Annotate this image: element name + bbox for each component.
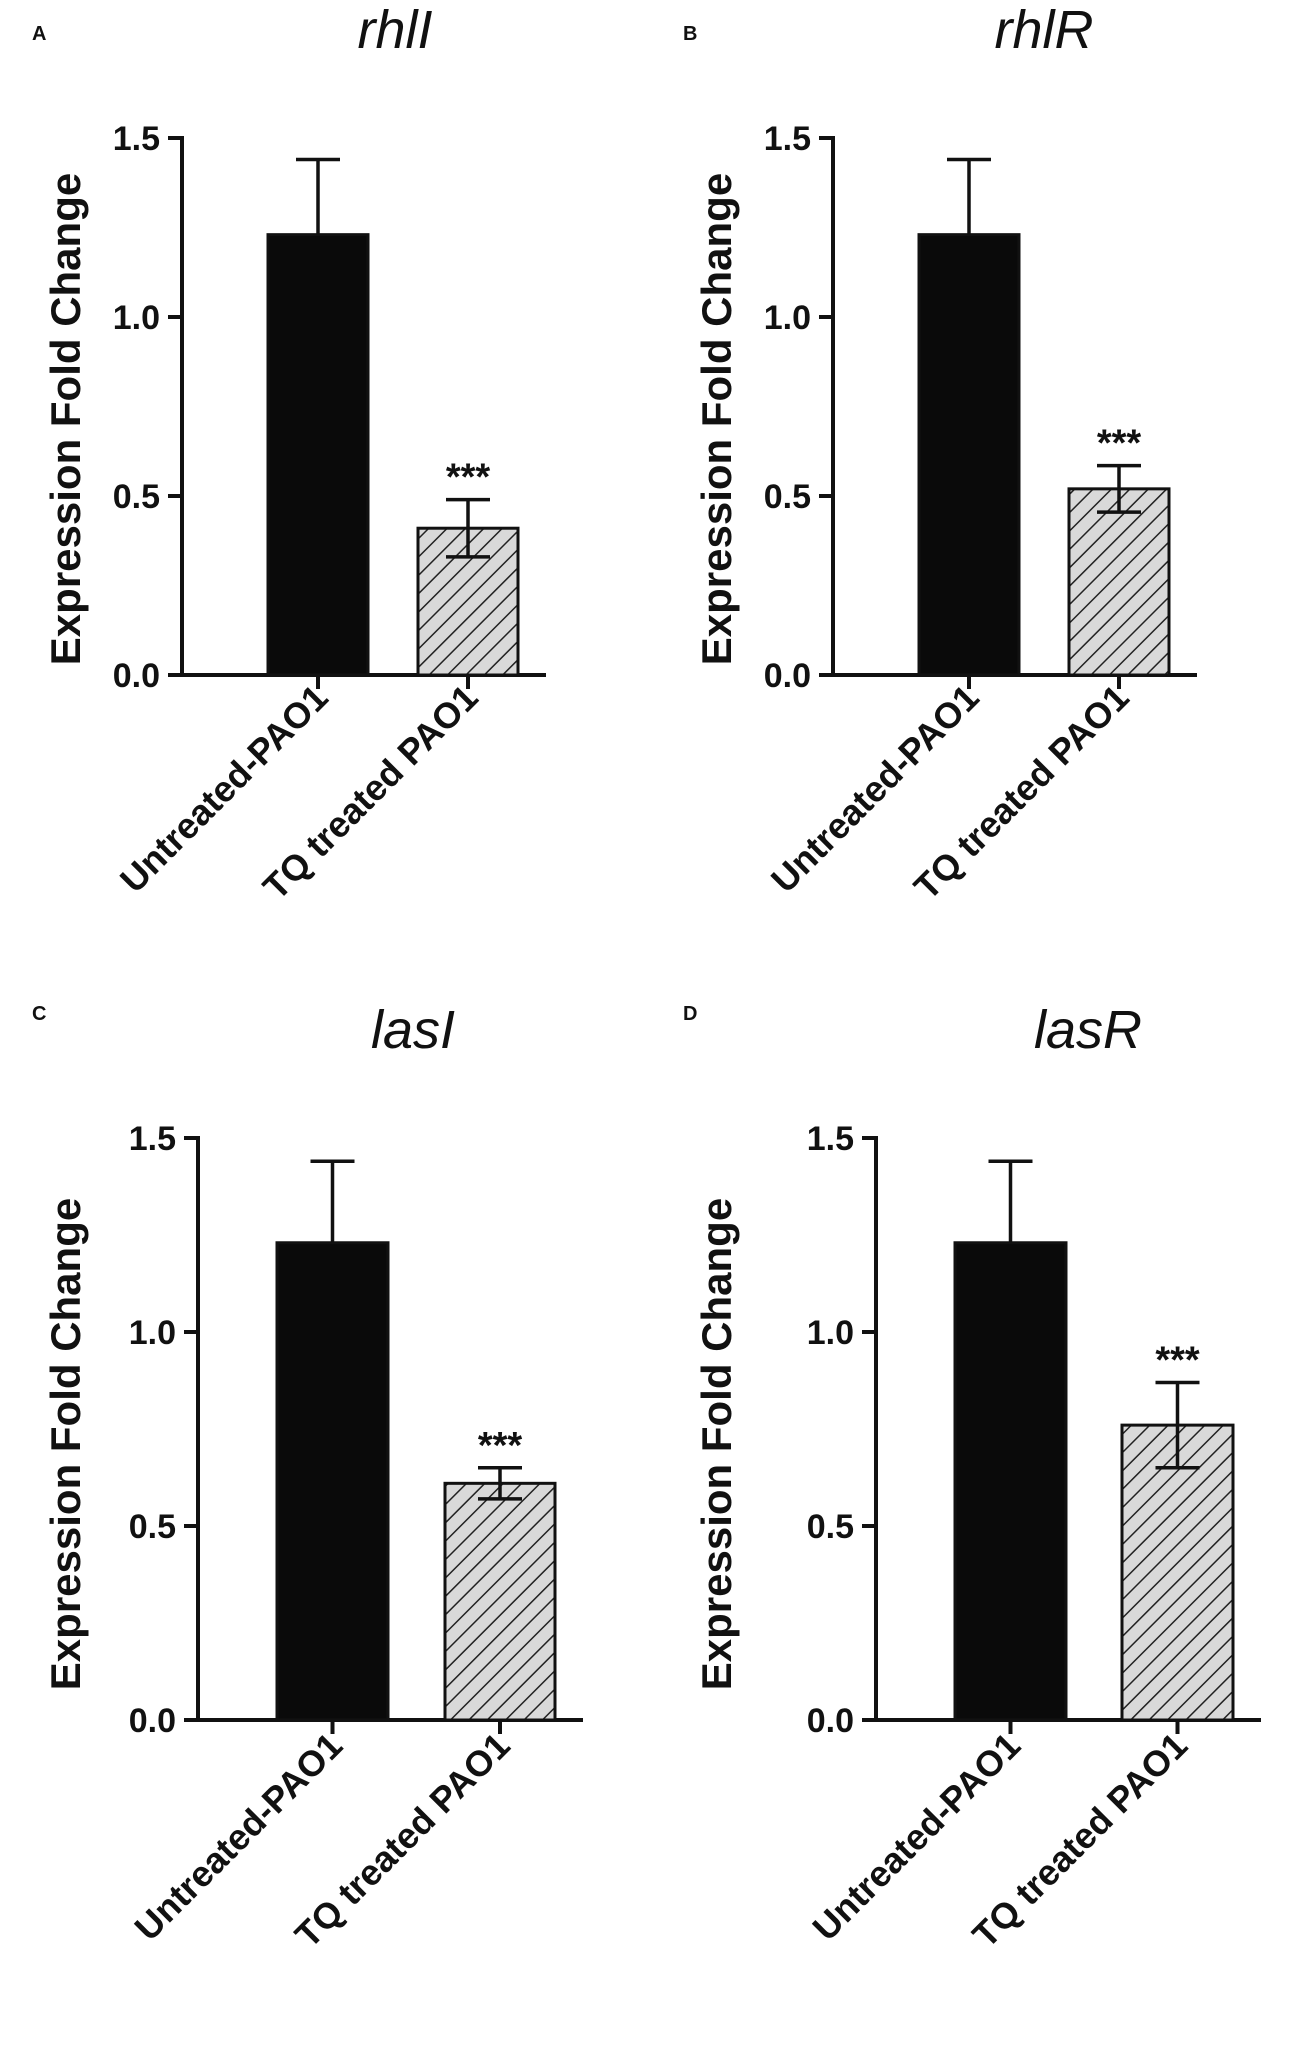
y-tick-label: 0.5: [764, 478, 811, 516]
bar-treated: [443, 1481, 557, 1722]
y-tick-label: 1.5: [129, 1120, 176, 1158]
y-tick-label: 0.0: [807, 1702, 854, 1740]
bar-treated: [1067, 487, 1171, 677]
y-tick-label: 1.0: [807, 1314, 854, 1352]
significance-label: ***: [446, 457, 491, 499]
y-tick-label: 1.0: [764, 299, 811, 337]
bar-untreated: [917, 233, 1021, 677]
panel-letter: A: [32, 23, 46, 45]
y-axis-label: Expression Fold Change: [693, 173, 740, 665]
panel-letter: B: [683, 23, 697, 45]
y-tick-label: 0.5: [807, 1508, 854, 1546]
y-axis-label: Expression Fold Change: [42, 173, 89, 665]
significance-label: ***: [478, 1425, 523, 1467]
chart-title: rhlI: [357, 0, 432, 60]
y-tick-label: 1.5: [807, 1120, 854, 1158]
y-tick-label: 1.5: [764, 120, 811, 158]
significance-label: ***: [1097, 423, 1142, 465]
chart-title: lasR: [1034, 1000, 1142, 1060]
y-tick-label: 1.5: [113, 120, 160, 158]
bar-untreated: [266, 233, 370, 677]
significance-label: ***: [1155, 1339, 1200, 1381]
panel-letter: C: [32, 1003, 46, 1025]
panel-letter: D: [683, 1003, 697, 1025]
y-tick-label: 0.0: [113, 657, 160, 695]
y-tick-label: 1.0: [113, 299, 160, 337]
y-tick-label: 0.0: [129, 1702, 176, 1740]
y-tick-label: 0.5: [129, 1508, 176, 1546]
y-axis-label: Expression Fold Change: [42, 1198, 89, 1690]
bar-untreated: [953, 1241, 1068, 1722]
y-tick-label: 0.0: [764, 657, 811, 695]
y-axis-label: Expression Fold Change: [693, 1198, 740, 1690]
y-tick-label: 1.0: [129, 1314, 176, 1352]
bar-untreated: [275, 1241, 390, 1722]
chart-title: rhlR: [994, 0, 1093, 60]
bar-treated: [1120, 1423, 1235, 1722]
y-tick-label: 0.5: [113, 478, 160, 516]
chart-title: lasI: [371, 1000, 455, 1060]
